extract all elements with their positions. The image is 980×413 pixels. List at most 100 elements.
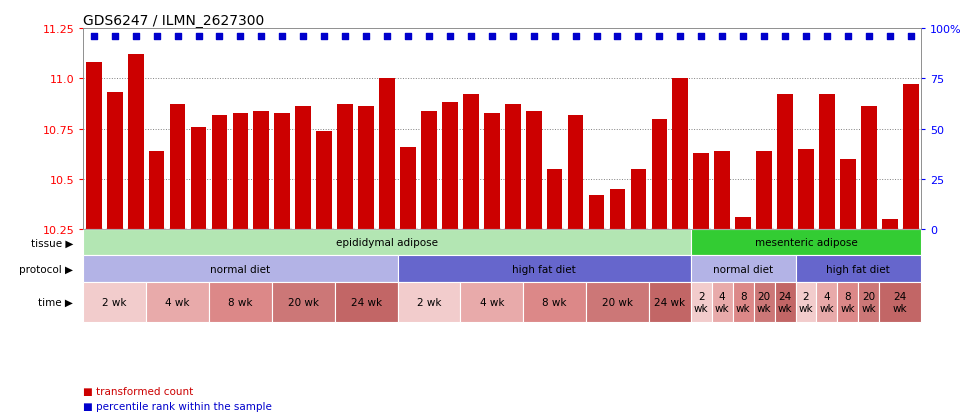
Text: 8 wk: 8 wk <box>228 297 253 307</box>
Bar <box>146 282 209 322</box>
Bar <box>586 282 649 322</box>
Text: 20 wk: 20 wk <box>602 297 633 307</box>
Text: ■ transformed count: ■ transformed count <box>83 387 193 396</box>
Point <box>107 33 122 40</box>
Text: 4
wk: 4 wk <box>714 291 729 313</box>
Bar <box>567 115 583 230</box>
Point <box>526 33 542 40</box>
Text: 24 wk: 24 wk <box>351 297 381 307</box>
Text: epididymal adipose: epididymal adipose <box>336 238 438 248</box>
Bar <box>610 190 625 230</box>
Point <box>127 33 143 40</box>
Text: high fat diet: high fat diet <box>513 264 576 274</box>
Point <box>170 33 185 40</box>
Point <box>798 33 813 40</box>
Bar <box>337 105 353 230</box>
Text: tissue ▶: tissue ▶ <box>31 238 74 248</box>
Bar <box>127 55 143 230</box>
Point <box>861 33 877 40</box>
Text: 20 wk: 20 wk <box>288 297 319 307</box>
Bar <box>652 119 667 230</box>
Bar <box>254 111 270 230</box>
Point <box>232 33 248 40</box>
Point <box>882 33 898 40</box>
Point <box>274 33 290 40</box>
Text: 2
wk: 2 wk <box>694 291 709 313</box>
Point <box>379 33 395 40</box>
Bar <box>547 169 563 230</box>
Bar <box>484 113 500 230</box>
Bar <box>83 282 146 322</box>
Text: 8
wk: 8 wk <box>841 291 856 313</box>
Bar <box>691 282 711 322</box>
Text: ■ percentile rank within the sample: ■ percentile rank within the sample <box>83 401 272 411</box>
Text: protocol ▶: protocol ▶ <box>20 264 74 274</box>
Bar <box>798 150 813 230</box>
Point <box>777 33 793 40</box>
Text: 4
wk: 4 wk <box>819 291 834 313</box>
Bar <box>359 107 374 230</box>
Point <box>212 33 227 40</box>
Point <box>254 33 270 40</box>
Point <box>421 33 437 40</box>
Bar <box>711 282 733 322</box>
Bar <box>271 282 335 322</box>
Bar <box>421 111 437 230</box>
Text: 24
wk: 24 wk <box>778 291 793 313</box>
Point <box>610 33 625 40</box>
Bar <box>398 282 461 322</box>
Point <box>714 33 730 40</box>
Bar <box>463 95 478 230</box>
Bar <box>774 282 796 322</box>
Text: 2 wk: 2 wk <box>416 297 441 307</box>
Point <box>463 33 478 40</box>
Point <box>484 33 500 40</box>
Bar <box>819 95 835 230</box>
Bar <box>796 282 816 322</box>
Bar <box>86 63 102 230</box>
Point <box>359 33 374 40</box>
Point <box>652 33 667 40</box>
Text: normal diet: normal diet <box>713 264 773 274</box>
Text: high fat diet: high fat diet <box>826 264 890 274</box>
Bar <box>442 103 458 230</box>
Bar <box>735 218 751 230</box>
Text: 8
wk: 8 wk <box>736 291 751 313</box>
Bar <box>796 256 921 282</box>
Bar <box>400 147 416 230</box>
Bar <box>861 107 877 230</box>
Point <box>903 33 918 40</box>
Bar <box>757 152 772 230</box>
Bar <box>170 105 185 230</box>
Bar <box>858 282 879 322</box>
Point <box>819 33 835 40</box>
Bar <box>777 95 793 230</box>
Bar <box>754 282 774 322</box>
Bar <box>882 220 898 230</box>
Point <box>400 33 416 40</box>
Bar <box>209 282 271 322</box>
Bar <box>526 111 542 230</box>
Text: 2
wk: 2 wk <box>799 291 813 313</box>
Text: normal diet: normal diet <box>211 264 270 274</box>
Bar <box>691 256 796 282</box>
Text: 24
wk: 24 wk <box>893 291 907 313</box>
Bar <box>107 93 122 230</box>
Point <box>442 33 458 40</box>
Point <box>567 33 583 40</box>
Bar <box>191 127 207 230</box>
Bar <box>879 282 921 322</box>
Bar <box>335 282 398 322</box>
Bar <box>691 230 921 256</box>
Bar <box>816 282 837 322</box>
Point <box>672 33 688 40</box>
Text: time ▶: time ▶ <box>38 297 74 307</box>
Bar <box>630 169 646 230</box>
Point <box>630 33 646 40</box>
Point <box>589 33 605 40</box>
Point <box>295 33 311 40</box>
Text: GDS6247 / ILMN_2627300: GDS6247 / ILMN_2627300 <box>83 14 265 28</box>
Bar <box>461 282 523 322</box>
Point <box>547 33 563 40</box>
Bar <box>589 196 605 230</box>
